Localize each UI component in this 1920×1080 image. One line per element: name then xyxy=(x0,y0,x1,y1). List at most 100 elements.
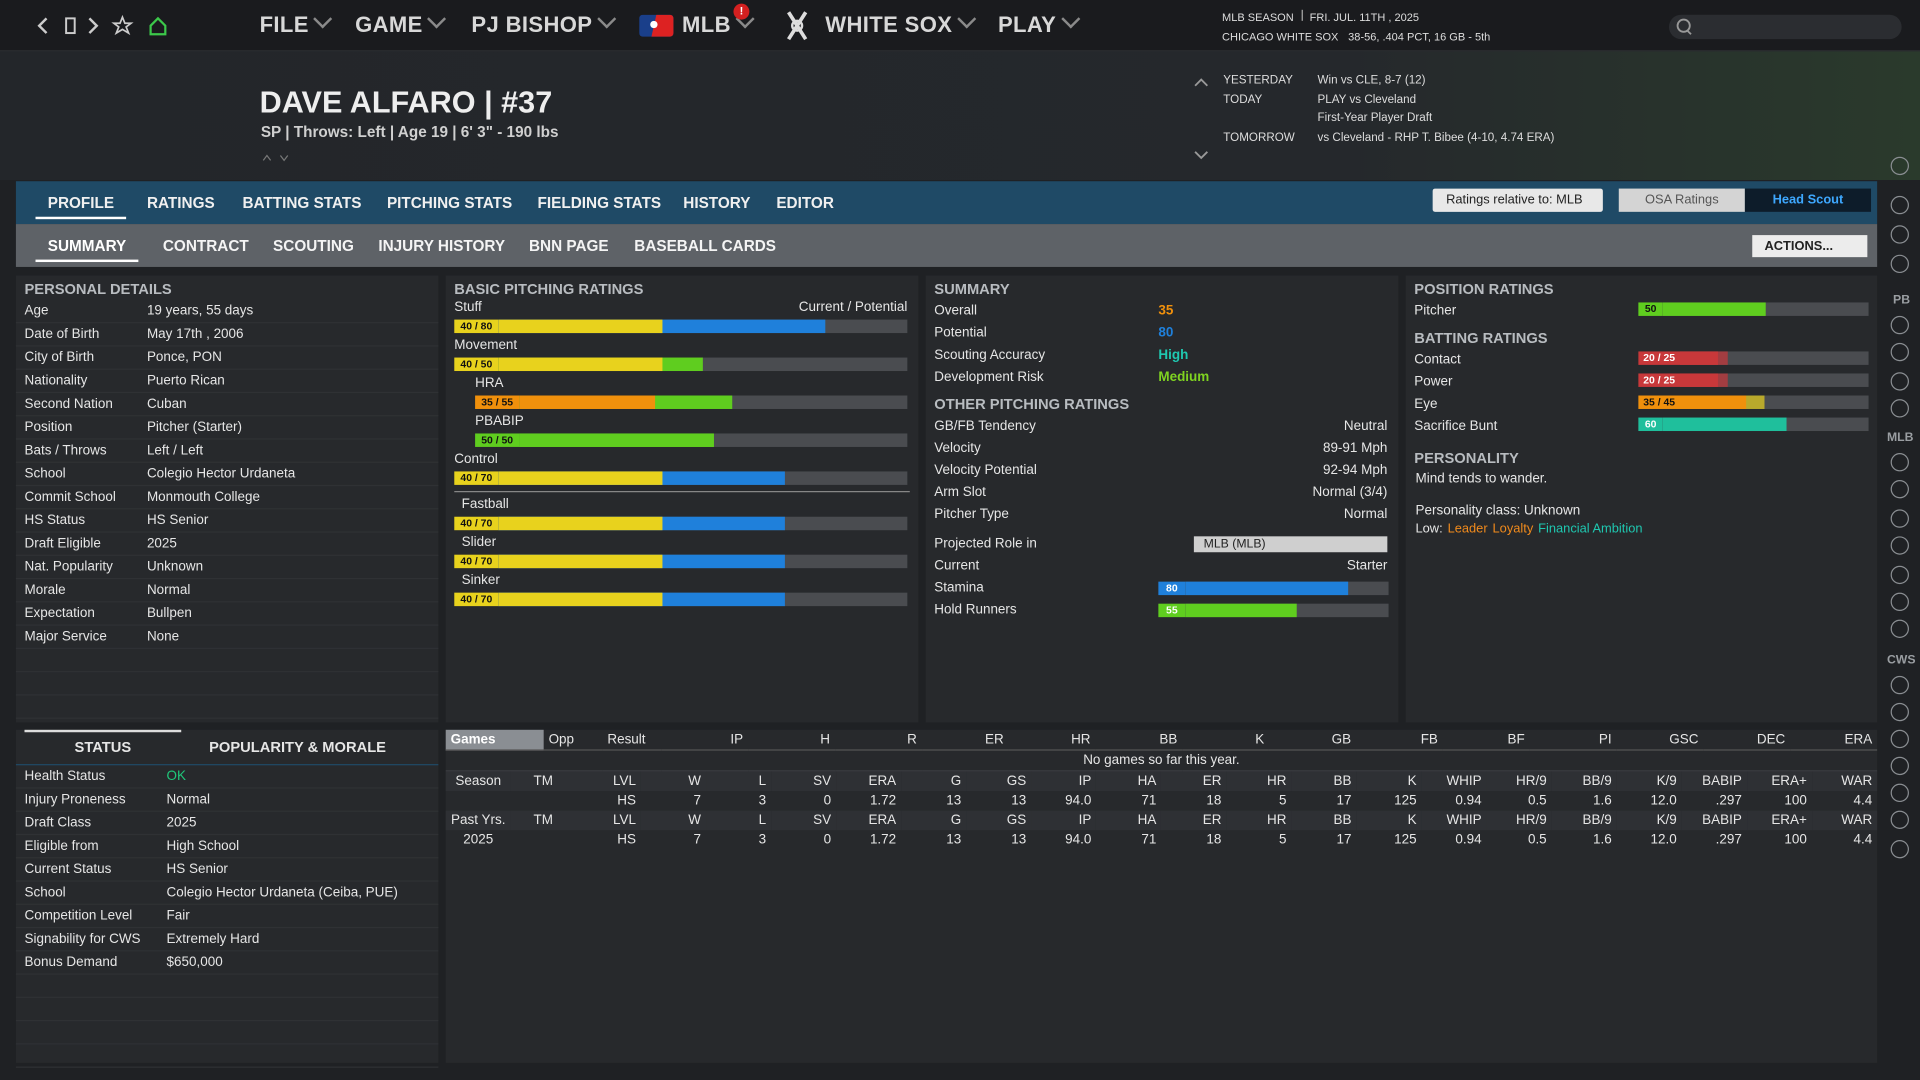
ratings-relative-dropdown[interactable]: Ratings relative to: MLB xyxy=(1432,188,1603,212)
tab[interactable]: EDITOR xyxy=(776,194,834,212)
side-icon[interactable] xyxy=(1890,702,1909,722)
detail-row: HS Status HS Senior xyxy=(15,509,439,533)
rating-row: Eye 35 / 45 xyxy=(1406,393,1877,415)
menu-item[interactable]: WHITE SOX xyxy=(825,9,976,38)
sub-tab[interactable]: SCOUTING xyxy=(273,237,354,255)
nav-icons[interactable] xyxy=(32,12,179,39)
arrows[interactable] xyxy=(261,152,293,164)
sub-tab[interactable]: CONTRACT xyxy=(162,237,249,255)
side-icon[interactable] xyxy=(1890,729,1909,749)
menu-item[interactable]: PLAY xyxy=(998,9,1080,38)
side-icon[interactable] xyxy=(1890,592,1909,612)
date: FRI. JUL. 11TH , 2025 xyxy=(1309,11,1420,24)
sub-tab[interactable]: BNN PAGE xyxy=(528,237,609,255)
games-column: Games xyxy=(445,729,544,751)
empty-row xyxy=(15,1044,439,1068)
side-icon[interactable] xyxy=(1890,254,1909,274)
side-icon[interactable] xyxy=(1890,675,1909,695)
side-icon[interactable] xyxy=(1890,225,1909,244)
bar-current xyxy=(519,395,656,409)
side-icon[interactable] xyxy=(1890,756,1909,776)
status-tab[interactable]: STATUS xyxy=(24,729,182,764)
main-tabs: PROFILE RATINGS BATTING STATS PITCHING STAT… xyxy=(15,181,1878,225)
bar-current xyxy=(498,554,662,569)
status-label: Injury Proneness xyxy=(24,792,126,807)
sub-tab[interactable]: INJURY HISTORY xyxy=(378,237,506,255)
stats-column: ERA+ xyxy=(1771,813,1807,828)
schedule-text: Win vs CLE, 8-7 (12) xyxy=(1317,73,1426,87)
chevron xyxy=(956,9,976,29)
personal-details: PERSONAL DETAILS Age 19 years, 55 days Date… xyxy=(15,275,439,723)
tab[interactable]: HISTORY xyxy=(683,194,751,212)
sub-tab[interactable]: BASEBALL CARDS xyxy=(634,237,777,255)
sub-tab[interactable]: SUMMARY xyxy=(35,238,139,263)
search-box[interactable] xyxy=(1668,14,1902,40)
schedule-arrows[interactable] xyxy=(1193,73,1210,161)
status-label: Eligible from xyxy=(24,838,99,854)
side-icon[interactable] xyxy=(1890,156,1909,176)
schedule-day: YESTERDAY xyxy=(1223,73,1293,87)
other-row: Velocity 89-91 Mph xyxy=(926,437,1399,459)
stats-cell: 1.72 xyxy=(869,793,897,809)
rating-box: 35 / 55 xyxy=(475,395,520,409)
tab[interactable]: PITCHING STATS xyxy=(386,194,513,212)
stats-cell: 4.4 xyxy=(1853,793,1873,809)
rating-name: Control xyxy=(454,451,498,467)
stats-column: ER xyxy=(1202,773,1222,789)
rating-label: Sacrifice Bunt xyxy=(1414,418,1498,434)
games-column: IP xyxy=(730,732,744,747)
bar-current xyxy=(498,357,662,372)
stats-cell: 12.0 xyxy=(1650,793,1677,809)
stats-column: K xyxy=(1407,813,1417,828)
tab[interactable]: BATTING STATS xyxy=(242,194,362,212)
menu-item[interactable]: MLB xyxy=(682,9,755,38)
stats-cell: 1.6 xyxy=(1593,832,1612,848)
side-icon[interactable] xyxy=(1890,783,1909,803)
other-value: 89-91 Mph xyxy=(1322,440,1388,456)
tab[interactable]: FIELDING STATS xyxy=(537,194,662,212)
detail-value: May 17th , 2006 xyxy=(146,326,244,342)
side-icon[interactable] xyxy=(1890,810,1909,829)
menu-item[interactable]: GAME xyxy=(355,9,447,38)
bar-current xyxy=(1680,395,1746,409)
stats-column: IP xyxy=(1078,773,1092,789)
side-icon[interactable] xyxy=(1890,372,1909,391)
side-icon[interactable] xyxy=(1890,840,1909,859)
other-row: Velocity Potential 92-94 Mph xyxy=(926,459,1399,481)
detail-value: Left / Left xyxy=(146,443,204,458)
rating-box: 80 xyxy=(1158,581,1186,596)
side-icon[interactable] xyxy=(1890,315,1909,335)
stats-cell: 3 xyxy=(758,832,767,848)
menu-item[interactable]: PJ BISHOP xyxy=(471,9,616,38)
actions-button[interactable]: ACTIONS... xyxy=(1752,235,1868,258)
side-icon[interactable] xyxy=(1890,480,1909,499)
side-icon[interactable] xyxy=(1890,399,1909,418)
summary-row: Potential 80 xyxy=(926,322,1399,344)
detail-label: Second Nation xyxy=(24,396,113,412)
rating-bar: 40 / 70 xyxy=(454,592,908,607)
role-label: Projected Role in xyxy=(934,536,1037,552)
status-tab[interactable]: POPULARITY & MORALE xyxy=(209,738,386,756)
osa-button[interactable]: OSA Ratings xyxy=(1618,188,1745,212)
detail-value: Unknown xyxy=(146,559,204,575)
rating-bar: 20 / 25 xyxy=(1638,351,1869,365)
status-row: Eligible from High School xyxy=(15,835,439,859)
scout-button[interactable]: Head Scout xyxy=(1744,188,1872,212)
tab[interactable]: RATINGS xyxy=(146,194,215,212)
panel-title: OTHER PITCHING RATINGS xyxy=(934,395,1130,413)
stats-column: SV xyxy=(813,773,832,789)
stats-column: ERA+ xyxy=(1771,773,1807,789)
tab[interactable]: PROFILE xyxy=(35,195,127,220)
side-icon[interactable] xyxy=(1890,342,1909,362)
side-icon[interactable] xyxy=(1890,509,1909,528)
role-dropdown[interactable]: MLB (MLB) xyxy=(1193,536,1388,553)
side-icon[interactable] xyxy=(1890,536,1909,555)
side-icon[interactable] xyxy=(1890,619,1909,638)
menu-item[interactable]: FILE xyxy=(260,9,333,38)
rating-box: 35 / 45 xyxy=(1638,395,1681,409)
side-icon[interactable] xyxy=(1890,453,1909,472)
stats-cell: 71 xyxy=(1141,793,1157,809)
side-icon[interactable] xyxy=(1890,195,1909,215)
detail-label: Morale xyxy=(24,582,66,598)
side-icon[interactable] xyxy=(1890,565,1909,585)
